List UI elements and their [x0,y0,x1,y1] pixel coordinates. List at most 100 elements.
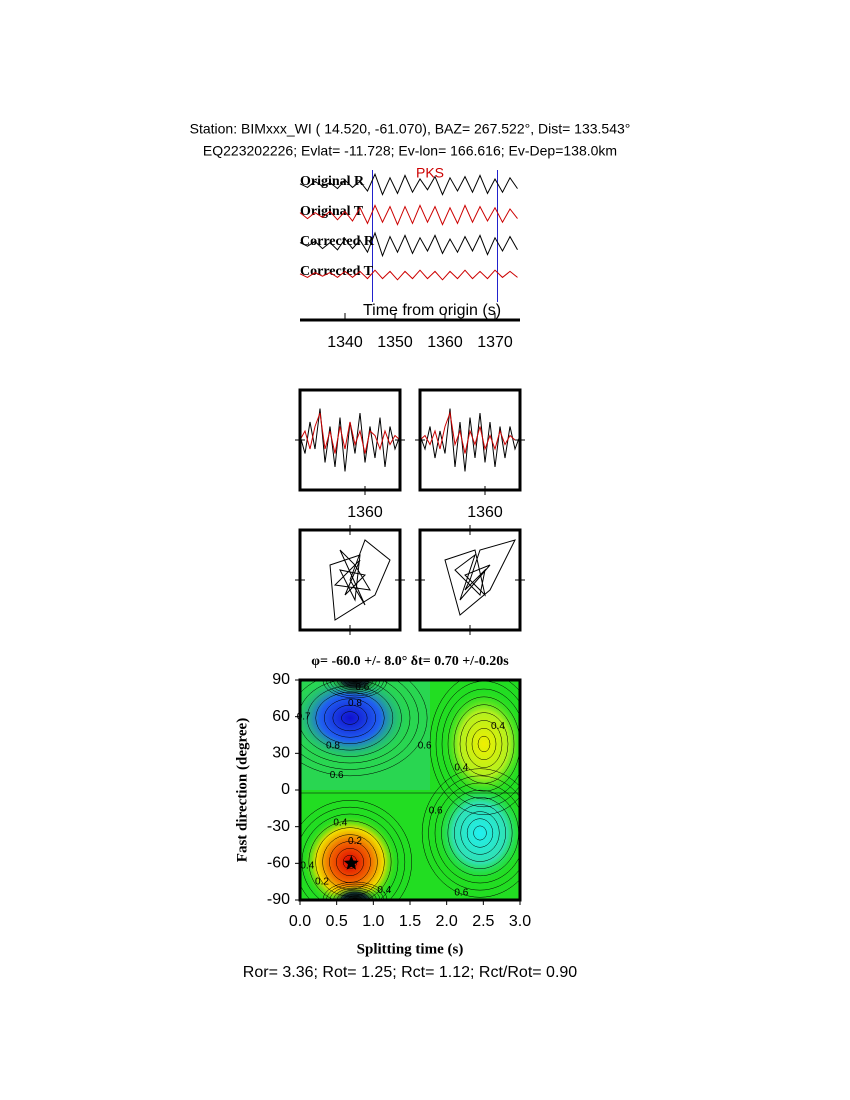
x-tick-label: 1360 [347,504,383,521]
panel-frame [418,388,522,492]
x-tick-label: 1340 [327,334,363,351]
contour-label: 0.6 [355,682,369,693]
x-axis-label: Time from origin (s) [363,302,501,319]
contour-label: 0.4 [333,818,347,829]
particle-path [444,539,516,616]
contour-line [465,720,503,768]
contour-line [347,895,363,900]
event-line: EQ223202226; Evlat= -11.728; Ev-lon= 166… [203,143,617,159]
contour-line [332,704,368,732]
contour-line [447,797,513,869]
contour-line [336,680,374,691]
chart-title: φ= -60.0 +/- 8.0° δt= 0.70 +/-0.20s [311,654,509,669]
panel-frame [298,388,402,492]
trace [299,408,401,472]
contour-line [460,811,500,855]
misfit-field [300,680,520,900]
contour-line [466,818,494,848]
contour-line [429,680,520,815]
contour-line [329,680,381,695]
contour-line [347,680,363,685]
contour-label: 0.7 [297,711,311,722]
y-tick-label: 60 [272,708,290,725]
contour-line [322,680,388,699]
contour-line [329,841,371,883]
contour-line [300,680,419,770]
contour-line [300,806,406,900]
trace [299,412,401,454]
contour-line [324,698,376,738]
contour-label: 0.6 [454,887,468,898]
contour-line [340,891,370,900]
y-tick-label: 90 [272,671,290,688]
contour-line [351,897,359,900]
footer: Ror= 3.36; Rot= 1.25; Rct= 1.12; Rct/Rot… [243,964,578,981]
contour-label: 0.4 [377,885,391,896]
x-tick-label: 1360 [467,504,503,521]
contour-line [300,680,411,764]
contour-line [300,680,428,777]
contour-line [434,782,520,884]
x-tick-label: 0.0 [289,913,311,930]
contour-line [336,848,364,876]
x-tick-label: 0.5 [326,913,348,930]
contour-label: 0.4 [491,721,505,732]
contour-line [322,881,388,900]
trace [299,231,518,258]
y-tick-label: -60 [267,855,290,872]
contour-line [459,712,509,776]
trace-label: Original R [300,174,365,189]
contour-line [308,820,392,900]
best-fit-star [343,855,359,870]
x-tick-label: 1.0 [362,913,384,930]
x-tick-label: 1370 [477,334,513,351]
contour-label: 0.2 [315,876,329,887]
x-tick-label: 2.0 [436,913,458,930]
y-axis-label: Fast direction (degree) [234,718,250,862]
x-tick-label: 2.5 [472,913,494,930]
trace [419,408,521,472]
x-tick-label: 1360 [427,334,463,351]
trace [419,411,520,454]
contour-line [306,685,394,751]
contour-line [315,827,385,897]
particle-path [329,539,391,621]
contour-line [333,680,377,693]
contour-line [322,834,378,890]
contour-line [326,883,384,900]
x-axis-label: Splitting time (s) [357,941,464,957]
contour-line [421,768,520,898]
contour-line [336,889,374,900]
contour-label: 0.8 [348,698,362,709]
contour-line [344,680,366,687]
contour-line [454,804,506,862]
x-tick-label: 3.0 [509,913,531,930]
contour-line [441,688,520,800]
contour-line [477,735,491,753]
y-tick-label: -90 [267,891,290,908]
y-tick-label: 0 [281,781,290,798]
contour-line [471,728,497,760]
y-tick-label: 30 [272,745,290,762]
trace [299,204,518,226]
contour-line [351,680,359,683]
trace [299,269,518,281]
trace [299,172,518,196]
contour-label: 0.8 [326,741,340,752]
contour-line [301,813,399,900]
x-tick-label: 1.5 [399,913,421,930]
contour-line [300,680,402,757]
contour-line [344,893,366,900]
contour-line [326,680,384,697]
x-tick-label: 1350 [377,334,413,351]
contour-line [428,775,520,891]
contour-line [341,711,359,725]
contour-label: 0.2 [348,836,362,847]
phase-label: PKS [416,165,444,181]
contour-line [329,885,381,900]
contour-line [447,696,520,792]
contour-label: 0.6 [418,741,432,752]
contour-line [473,825,487,841]
station-line: Station: BIMxxx_WI ( 14.520, -61.070), B… [190,121,631,137]
